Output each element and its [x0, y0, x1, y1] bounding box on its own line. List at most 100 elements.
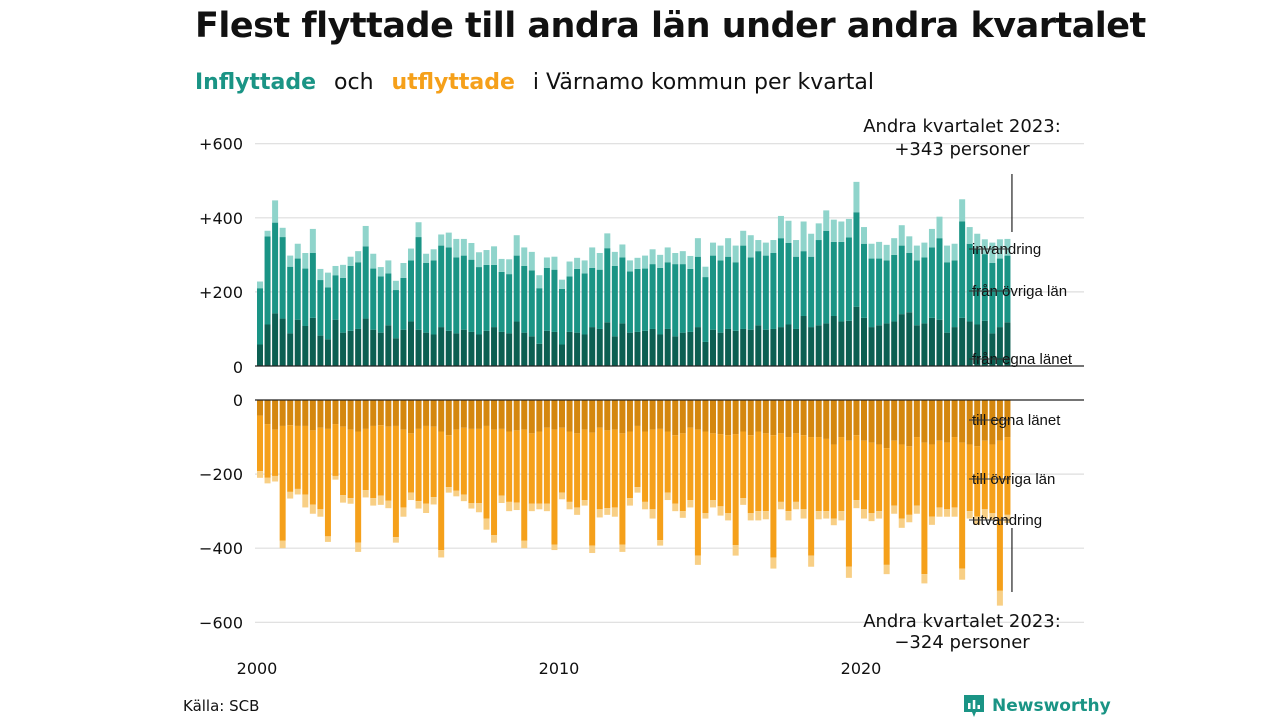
bar-out-segment	[423, 425, 430, 504]
bar-out-segment	[702, 431, 709, 514]
bar-out-segment	[340, 400, 347, 427]
bar-in-segment	[777, 215, 784, 239]
bar-in-segment	[710, 329, 716, 366]
bar-out-segment	[294, 400, 301, 426]
bar-out-segment	[808, 437, 815, 556]
bar-out-segment	[974, 446, 981, 517]
bar-out-segment	[596, 427, 603, 510]
bar-in-segment	[815, 240, 822, 326]
bar-in-segment	[581, 273, 588, 335]
bar-out-segment	[521, 540, 528, 549]
bar-in-segment	[287, 266, 294, 334]
bar-out-segment	[589, 400, 596, 433]
bar-out-segment	[657, 400, 664, 429]
bar-out-segment	[762, 400, 769, 434]
bar-out-segment	[981, 509, 988, 519]
bar-out-segment	[317, 427, 324, 510]
bar-in-segment	[340, 277, 347, 333]
bar-out-segment	[324, 428, 331, 537]
bar-in-segment	[702, 277, 709, 342]
bar-in-segment	[460, 238, 467, 256]
bar-in-segment	[793, 240, 800, 257]
bar-in-segment	[438, 327, 445, 366]
bar-out-segment	[891, 400, 898, 441]
bar-out-segment	[762, 433, 769, 512]
bar-in-segment	[581, 260, 588, 274]
bar-out-segment	[468, 428, 475, 503]
bar-out-segment	[732, 400, 739, 435]
bar-out-segment	[626, 431, 633, 499]
bar-in-segment	[528, 270, 535, 337]
bar-in-segment	[309, 252, 316, 318]
bar-out-segment	[423, 400, 430, 426]
bar-in-segment	[845, 218, 852, 238]
bar-in-segment	[959, 199, 966, 222]
bar-out-segment	[725, 400, 732, 436]
bar-out-segment	[777, 501, 784, 510]
chart-title: Flest flyttade till andra län under andr…	[195, 6, 1146, 46]
bar-in-segment	[891, 321, 898, 366]
bar-in-segment	[626, 260, 633, 272]
bar-in-segment	[974, 324, 981, 366]
bar-in-segment	[574, 268, 581, 333]
bar-in-segment	[793, 256, 800, 329]
bar-in-segment	[679, 264, 686, 333]
bar-out-segment	[543, 400, 550, 428]
bar-out-segment	[687, 500, 694, 508]
bar-out-segment	[453, 490, 460, 497]
bar-out-segment	[574, 433, 581, 508]
bar-in-segment	[559, 344, 565, 366]
bar-in-segment	[279, 237, 286, 319]
bar-out-segment	[574, 400, 581, 434]
bar-out-segment	[377, 425, 384, 496]
bar-out-segment	[257, 400, 263, 416]
bar-in-segment	[468, 259, 475, 332]
bar-out-segment	[445, 487, 452, 493]
bar-in-segment	[883, 323, 890, 366]
bar-in-segment	[536, 288, 543, 344]
bars	[257, 181, 1011, 606]
bar-out-segment	[438, 431, 445, 551]
bar-in-segment	[445, 330, 452, 366]
bar-out-segment	[1004, 400, 1011, 438]
bar-in-segment	[468, 242, 475, 260]
bar-in-segment	[370, 268, 377, 330]
bar-in-segment	[272, 200, 279, 223]
bar-in-segment	[876, 258, 883, 326]
bar-out-segment	[906, 446, 913, 515]
bar-in-segment	[332, 319, 339, 366]
bar-in-segment	[619, 257, 626, 324]
bar-in-segment	[981, 254, 988, 321]
bar-out-segment	[800, 400, 807, 436]
bar-out-segment	[626, 400, 633, 432]
series-label: från övriga län	[972, 283, 1067, 300]
bar-out-segment	[755, 400, 762, 432]
bar-in-segment	[936, 238, 943, 320]
y-tick-label: 0	[233, 391, 243, 410]
bar-in-segment	[672, 264, 679, 337]
bar-out-segment	[332, 400, 339, 425]
bar-in-segment	[883, 260, 890, 324]
bar-out-segment	[287, 491, 294, 499]
bar-out-segment	[408, 492, 414, 501]
bar-in-segment	[430, 334, 437, 366]
bar-in-segment	[861, 317, 867, 366]
bar-out-segment	[664, 492, 671, 501]
bar-in-segment	[717, 245, 724, 261]
x-tick-label: 2020	[841, 659, 882, 678]
bar-out-segment	[506, 501, 513, 512]
bar-out-segment	[302, 425, 309, 495]
bar-in-segment	[634, 268, 641, 332]
bar-out-segment	[400, 507, 407, 517]
bar-in-segment	[596, 328, 603, 366]
series-label: till egna länet	[972, 412, 1061, 429]
bar-out-segment	[777, 400, 784, 434]
bar-in-segment	[966, 321, 973, 366]
bar-out-segment	[838, 437, 845, 512]
bar-in-segment	[279, 318, 286, 366]
bar-out-segment	[491, 429, 498, 536]
bar-in-segment	[415, 329, 422, 366]
bar-out-segment	[559, 400, 565, 428]
bar-out-segment	[702, 400, 709, 432]
bar-out-segment	[853, 435, 860, 501]
